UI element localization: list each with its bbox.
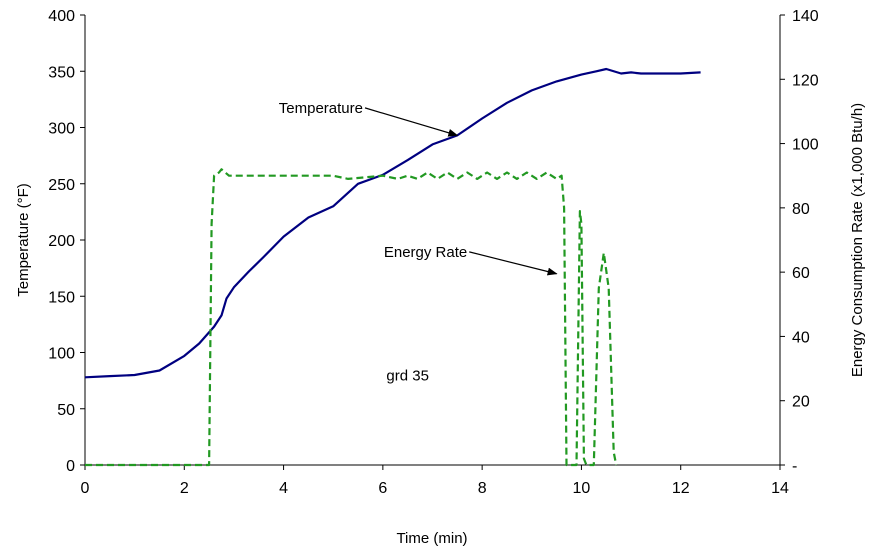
left-y-tick-label: 50 bbox=[57, 402, 75, 419]
left-y-tick-label: 350 bbox=[48, 64, 75, 81]
x-tick-label: 4 bbox=[279, 480, 288, 497]
series-layer bbox=[84, 67, 701, 467]
left-y-tick-label: 150 bbox=[48, 289, 75, 306]
right-y-tick-label: 20 bbox=[792, 394, 810, 411]
left-y-tick-label: 300 bbox=[48, 121, 75, 138]
right-y-tick-label: - bbox=[792, 458, 797, 475]
right-y-tick-label: 100 bbox=[792, 137, 819, 154]
right-y-tick-label: 120 bbox=[792, 72, 819, 89]
x-tick-label: 0 bbox=[81, 480, 90, 497]
plot-area bbox=[84, 15, 781, 466]
annotation-arrow bbox=[469, 251, 558, 276]
x-tick-label: 10 bbox=[573, 480, 591, 497]
x-tick-label: 2 bbox=[180, 480, 189, 497]
x-axis-label: Time (min) bbox=[396, 530, 467, 547]
right-y-axis-ticks: - 20 40 60 80 100 120 140 bbox=[780, 8, 819, 475]
annotation-label: Energy Rate bbox=[384, 244, 467, 261]
right-y-tick-label: 140 bbox=[792, 8, 819, 25]
left-y-tick-label: 200 bbox=[48, 233, 75, 250]
right-y-tick-label: 60 bbox=[792, 265, 810, 282]
left-y-tick-label: 250 bbox=[48, 177, 75, 194]
x-tick-label: 8 bbox=[478, 480, 487, 497]
energy-rate-series-line bbox=[85, 168, 618, 467]
x-tick-label: 6 bbox=[378, 480, 387, 497]
left-y-axis-label: Temperature (°F) bbox=[15, 183, 32, 297]
left-y-axis-ticks: 0 50 100 150 200 250 300 350 400 bbox=[48, 8, 85, 475]
left-y-tick-label: 0 bbox=[66, 458, 75, 475]
annotations: Temperature Energy Rate grd 35 bbox=[279, 100, 558, 385]
annotation-label: Temperature bbox=[279, 100, 363, 117]
right-y-axis-label: Energy Consumption Rate (x1,000 Btu/h) bbox=[849, 103, 866, 377]
right-y-tick-label: 80 bbox=[792, 201, 810, 218]
annotation-label: grd 35 bbox=[386, 368, 429, 385]
left-y-tick-label: 400 bbox=[48, 8, 75, 25]
temperature-series-line bbox=[84, 67, 701, 379]
x-tick-label: 12 bbox=[672, 480, 690, 497]
x-tick-label: 14 bbox=[771, 480, 789, 497]
left-y-tick-label: 100 bbox=[48, 346, 75, 363]
annotation-arrow bbox=[364, 107, 459, 137]
right-y-tick-label: 40 bbox=[792, 329, 810, 346]
x-axis-ticks: 0 2 4 6 8 10 12 14 bbox=[81, 465, 789, 497]
